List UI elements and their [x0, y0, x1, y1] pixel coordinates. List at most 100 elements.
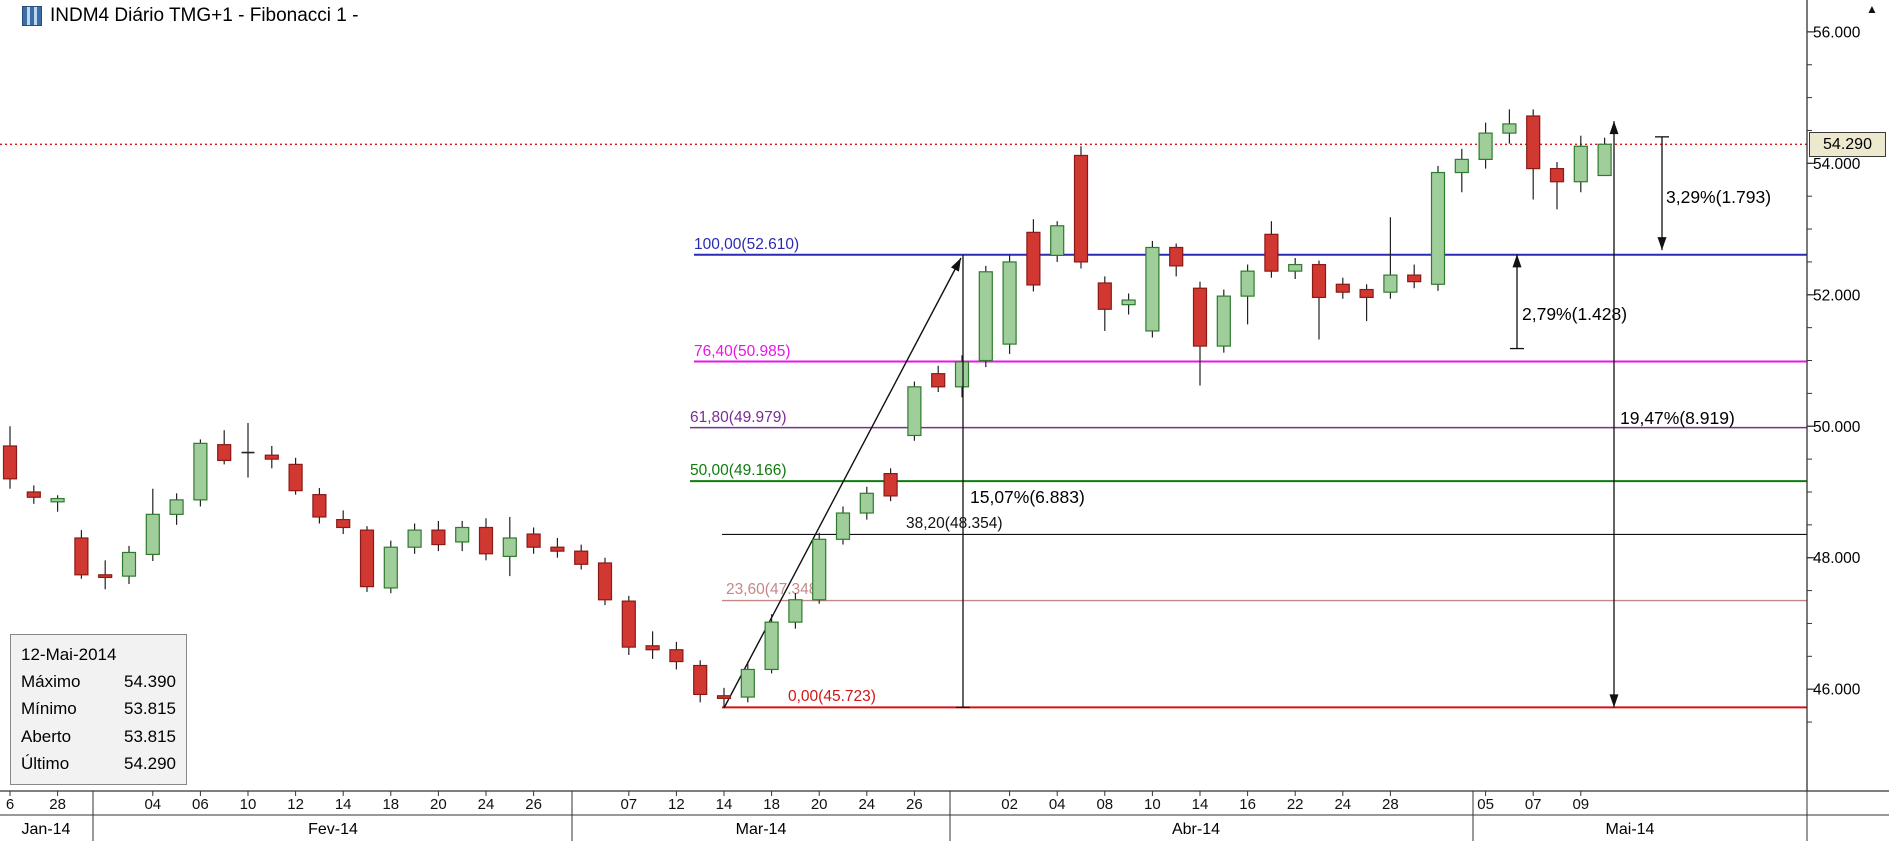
candle-body [383, 546, 398, 589]
candle-body [1430, 171, 1446, 285]
candles [2, 109, 1612, 708]
info-row-minimo: Mínimo 53.815 [21, 699, 176, 719]
candle-body [2, 445, 18, 480]
candle-body [1169, 246, 1184, 267]
candle-body [431, 529, 446, 546]
svg-text:09: 09 [1572, 796, 1589, 813]
info-row-ultimo: Último 54.290 [21, 754, 176, 774]
candle-body [193, 442, 208, 501]
svg-text:20: 20 [811, 796, 828, 813]
svg-text:19,47%(8.919): 19,47%(8.919) [1620, 408, 1735, 428]
arrowhead [1657, 237, 1667, 251]
candle-body [145, 513, 160, 556]
candle-body [812, 538, 827, 601]
svg-text:0,00(45.723): 0,00(45.723) [788, 688, 876, 705]
svg-text:61,80(49.979): 61,80(49.979) [690, 409, 787, 426]
candle-body [264, 454, 279, 460]
candle-body [931, 373, 946, 388]
candle-body [1216, 295, 1231, 347]
svg-text:04: 04 [144, 796, 161, 813]
candle-body [407, 529, 422, 548]
info-date: 12-Mai-2014 [21, 644, 117, 664]
candle-body [1549, 167, 1565, 183]
svg-text:Mai-14: Mai-14 [1606, 821, 1655, 838]
candle-body [217, 444, 232, 462]
svg-text:08: 08 [1096, 796, 1113, 813]
svg-text:6: 6 [6, 796, 14, 813]
candle-body [764, 621, 779, 671]
svg-text:2,79%(1.428): 2,79%(1.428) [1522, 304, 1627, 324]
candle-body [788, 599, 803, 623]
scroll-up-icon[interactable]: ▲ [1866, 2, 1878, 16]
svg-text:28: 28 [1382, 796, 1399, 813]
candle-body [502, 537, 517, 558]
svg-text:26: 26 [906, 796, 923, 813]
arrowhead [950, 258, 961, 272]
svg-text:Mar-14: Mar-14 [736, 821, 787, 838]
svg-text:14: 14 [335, 796, 352, 813]
candle-body [359, 529, 375, 588]
svg-text:10: 10 [240, 796, 257, 813]
svg-text:22: 22 [1287, 796, 1304, 813]
candle-body [1311, 263, 1327, 299]
candle-body [1097, 282, 1112, 310]
candle-body [1407, 274, 1422, 283]
candle-body [526, 533, 541, 548]
candle-body [455, 526, 470, 543]
candle-body [1073, 154, 1089, 263]
chart-title: INDM4 Diário TMG+1 - Fibonacci 1 - [50, 5, 359, 26]
info-label: Último [21, 754, 70, 774]
candle-body [550, 546, 565, 552]
fibonacci-trend-arrow [723, 257, 962, 709]
candle-body [645, 645, 660, 651]
candle-body [1026, 231, 1041, 286]
arrowhead [1609, 121, 1619, 135]
svg-text:100,00(52.610): 100,00(52.610) [694, 236, 799, 253]
last-price-tag: 54.290 [1809, 132, 1886, 157]
svg-text:18: 18 [763, 796, 780, 813]
candle-body [1335, 283, 1350, 293]
fibonacci-levels: 100,00(52.610) 76,40(50.985) 61,80(49.979)… [690, 236, 1807, 709]
svg-text:Fev-14: Fev-14 [308, 821, 358, 838]
svg-text:05: 05 [1477, 796, 1494, 813]
svg-text:04: 04 [1049, 796, 1066, 813]
svg-text:24: 24 [1334, 796, 1351, 813]
svg-text:3,29%(1.793): 3,29%(1.793) [1666, 187, 1771, 207]
svg-text:76,40(50.985): 76,40(50.985) [694, 343, 791, 360]
candle-body [1121, 299, 1136, 306]
candle-body [98, 574, 113, 579]
candle-body [1240, 270, 1255, 297]
svg-text:24: 24 [478, 796, 495, 813]
candle-body [1145, 246, 1160, 332]
candle-body [478, 526, 494, 555]
candle-body [1050, 225, 1065, 256]
candlestick-chart-icon [22, 6, 42, 26]
svg-text:10: 10 [1144, 796, 1161, 813]
candle-body [954, 361, 970, 388]
candle-body [835, 512, 851, 540]
info-label: Máximo [21, 672, 81, 692]
info-label: Mínimo [21, 699, 77, 719]
info-value: 54.390 [124, 672, 176, 692]
svg-text:12: 12 [668, 796, 685, 813]
candle-body [1597, 143, 1612, 177]
candle-body [907, 386, 922, 437]
candle-body [693, 664, 708, 696]
svg-text:20: 20 [430, 796, 447, 813]
svg-text:26: 26 [525, 796, 542, 813]
svg-text:52.000: 52.000 [1813, 287, 1861, 304]
svg-text:Abr-14: Abr-14 [1172, 821, 1220, 838]
svg-text:06: 06 [192, 796, 209, 813]
svg-text:07: 07 [620, 796, 637, 813]
candle-body [669, 649, 684, 663]
candle-body [1359, 288, 1374, 299]
candle-body [859, 492, 874, 514]
candle-body [74, 537, 89, 576]
svg-text:48.000: 48.000 [1813, 550, 1861, 567]
candle-body [1288, 263, 1303, 272]
candle-body [121, 551, 137, 577]
candle-body [740, 668, 755, 698]
candle-body [1573, 145, 1588, 183]
